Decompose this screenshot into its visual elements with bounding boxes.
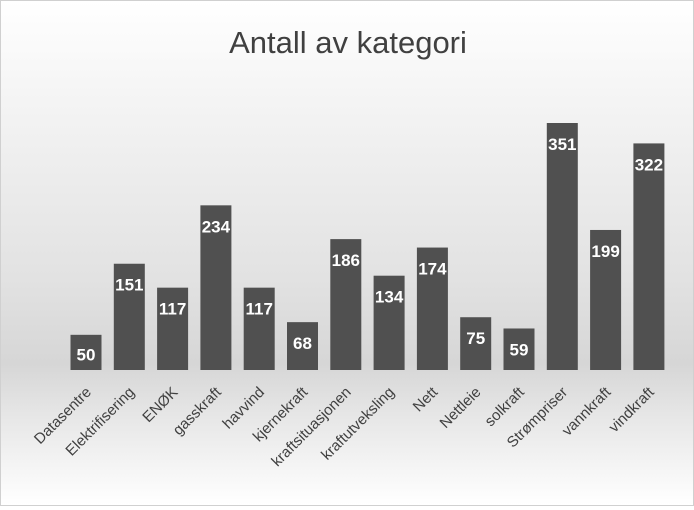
bar-vannkraft	[590, 229, 622, 370]
data-label: 117	[159, 300, 186, 319]
data-label: 68	[293, 334, 312, 353]
data-label: 50	[77, 345, 96, 364]
data-label: 117	[245, 300, 272, 319]
data-label: 351	[548, 135, 576, 154]
bar-kjernekraft	[287, 322, 318, 370]
bar-Elektrifisering	[113, 263, 145, 370]
data-label: 151	[115, 276, 143, 295]
bar-Datasentre	[70, 334, 102, 370]
data-label: 186	[332, 251, 360, 270]
chart-title: Antall av kategori	[229, 25, 467, 60]
x-tick-label: gasskraft	[170, 383, 226, 439]
bar-kraftutveksling	[373, 275, 405, 370]
x-tick-label: vannkraft	[559, 383, 615, 439]
bar-ENØK	[157, 287, 189, 370]
bar-havvind	[243, 287, 275, 370]
data-label: 134	[375, 288, 404, 307]
x-tick-label: Nettleie	[437, 384, 485, 432]
bar-kraftsituasjonen	[330, 239, 362, 370]
bar-vindkraft	[633, 143, 665, 370]
x-tick-label: vindkraft	[606, 383, 659, 436]
x-tick-label: Nett	[410, 383, 442, 415]
data-label: 174	[418, 260, 447, 279]
data-label: 234	[202, 217, 231, 236]
bar-Nettleie	[460, 317, 492, 370]
bar-Strømpriser	[546, 123, 578, 370]
data-label: 75	[466, 329, 485, 348]
data-label: 199	[591, 242, 619, 261]
data-label: 322	[635, 155, 663, 174]
x-tick-label: ENØK	[139, 384, 181, 426]
bar-solkraft	[503, 328, 535, 370]
bar-gasskraft	[200, 205, 232, 370]
bar-Nett	[416, 247, 448, 370]
data-label: 59	[510, 340, 529, 359]
